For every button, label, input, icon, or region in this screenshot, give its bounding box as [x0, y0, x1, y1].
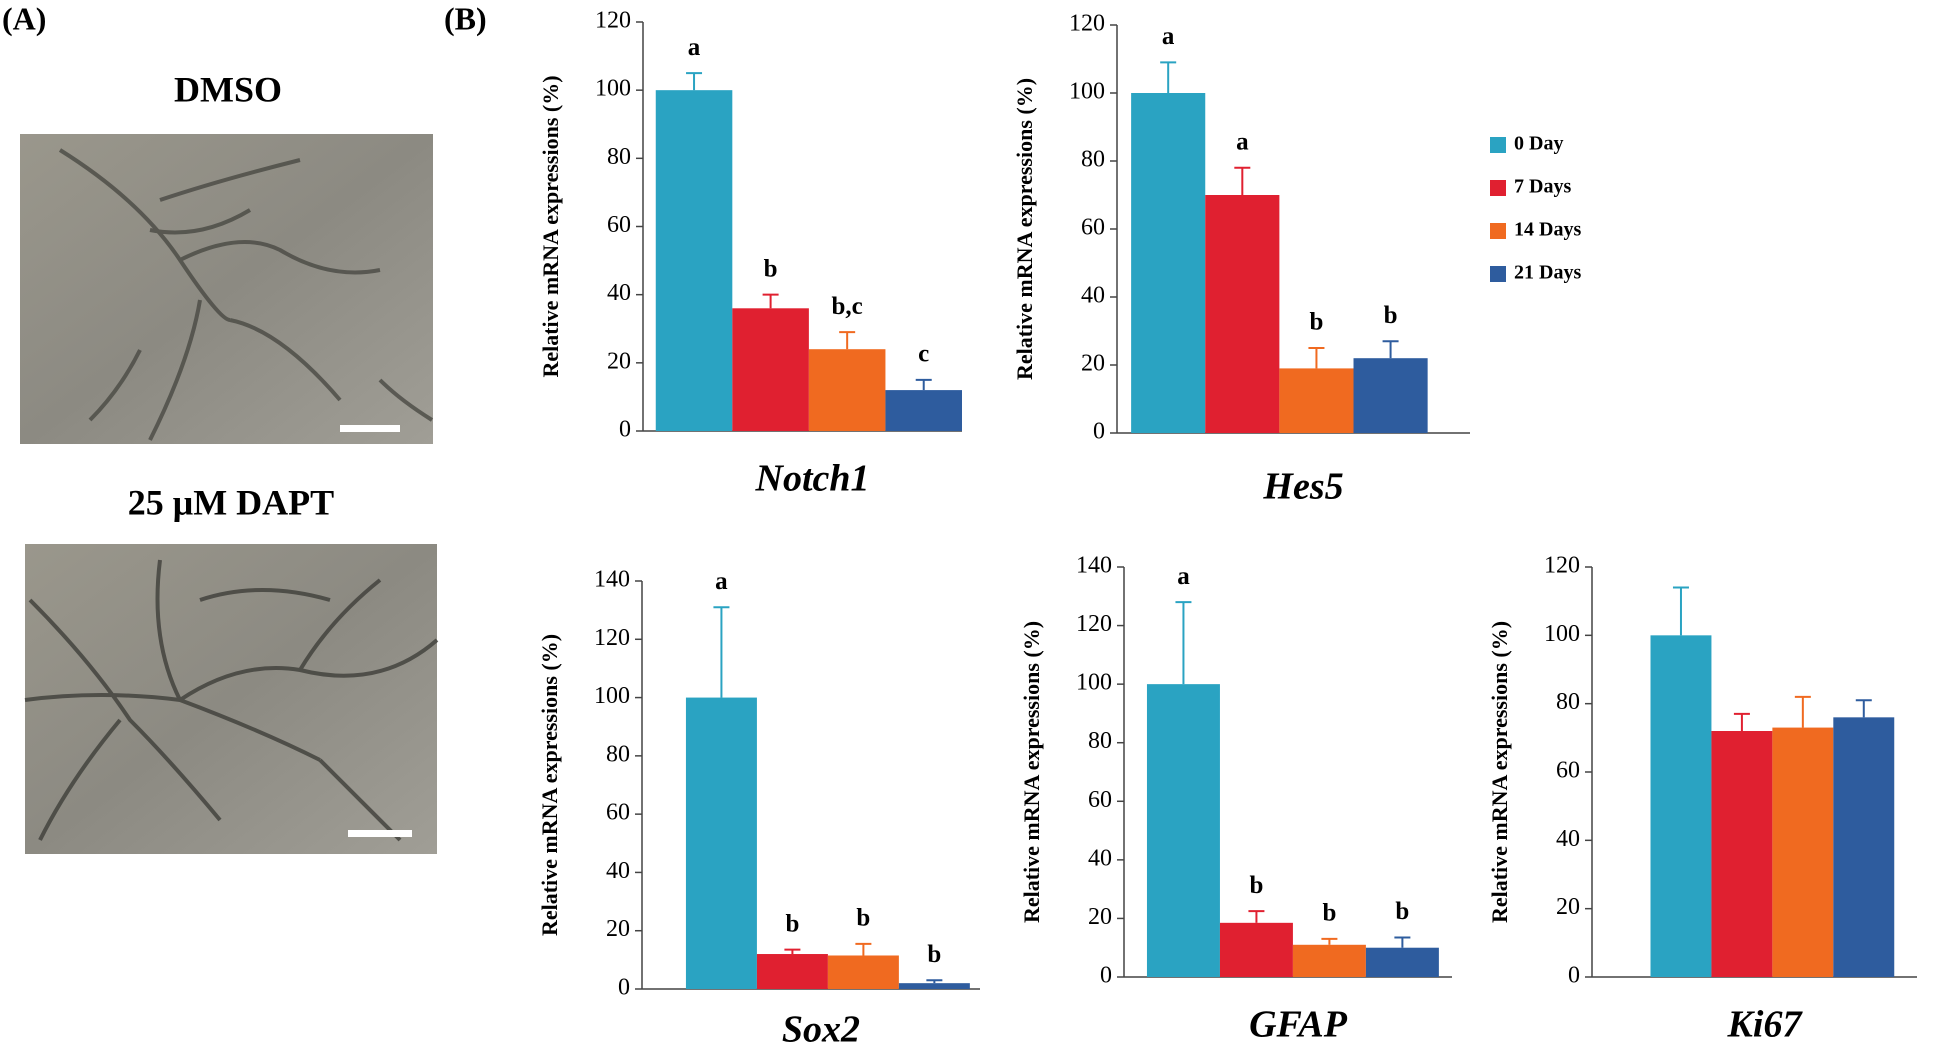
bar: [808, 349, 886, 431]
y-axis-label: Relative mRNA expressions (%): [1019, 621, 1044, 923]
y-tick-label: 80: [1081, 147, 1105, 173]
y-tick-label: 60: [1081, 215, 1105, 241]
legend-swatch: [1490, 137, 1506, 153]
y-tick-label: 0: [1100, 963, 1112, 989]
bar: [756, 954, 828, 989]
bar: [1131, 93, 1206, 433]
chart-title: Hes5: [1262, 466, 1343, 508]
y-tick-label: 20: [1081, 351, 1105, 377]
bar: [1353, 358, 1428, 433]
significance-label: a: [688, 34, 701, 61]
significance-label: b: [764, 255, 778, 282]
legend-swatch: [1490, 180, 1506, 196]
bar: [1365, 947, 1439, 977]
chart-title: Ki67: [1727, 1004, 1804, 1046]
legend-swatch: [1490, 223, 1506, 239]
y-tick-label: 80: [607, 144, 631, 170]
significance-label: b: [1249, 872, 1263, 899]
panel-label: (A): [2, 0, 46, 36]
bar: [1711, 731, 1773, 977]
y-tick-label: 120: [1076, 611, 1112, 637]
significance-label: a: [715, 568, 728, 595]
bar: [1292, 944, 1366, 977]
legend-swatch: [1490, 266, 1506, 282]
y-axis-label: Relative mRNA expressions (%): [538, 75, 563, 377]
y-tick-label: 20: [606, 916, 630, 942]
y-tick-label: 120: [594, 625, 630, 651]
legend-label: 7 Days: [1514, 176, 1571, 198]
y-tick-label: 80: [606, 741, 630, 767]
y-tick-label: 100: [1069, 79, 1105, 105]
significance-label: b: [856, 905, 870, 932]
panel-label: (B): [444, 0, 487, 36]
y-tick-label: 100: [594, 683, 630, 709]
y-tick-label: 60: [607, 212, 631, 238]
bar: [1219, 922, 1293, 977]
y-tick-label: 0: [618, 975, 630, 1001]
significance-label: a: [1162, 23, 1175, 50]
bar: [1279, 368, 1354, 433]
y-tick-label: 20: [607, 348, 631, 374]
bar: [827, 955, 899, 989]
y-tick-label: 100: [1544, 621, 1580, 647]
y-tick-label: 60: [1088, 787, 1112, 813]
bar: [1146, 684, 1220, 977]
micrograph: [24, 544, 439, 854]
bar: [885, 390, 962, 431]
y-tick-label: 0: [1568, 963, 1580, 989]
bar: [898, 983, 970, 989]
y-tick-label: 0: [1093, 419, 1105, 445]
y-tick-label: 80: [1088, 728, 1112, 754]
bar: [655, 90, 733, 432]
y-tick-label: 100: [595, 76, 631, 102]
y-tick-label: 140: [594, 567, 630, 593]
bar: [1772, 727, 1834, 977]
significance-label: b: [785, 910, 799, 937]
y-tick-label: 140: [1076, 553, 1112, 579]
bar: [685, 697, 757, 989]
chart-title: GFAP: [1249, 1004, 1348, 1046]
image-label: DMSO: [174, 69, 282, 109]
y-axis-label: Relative mRNA expressions (%): [1012, 78, 1037, 380]
chart-title: Notch1: [755, 458, 870, 500]
significance-label: b: [1309, 309, 1323, 336]
y-tick-label: 40: [607, 280, 631, 306]
significance-label: c: [918, 341, 929, 368]
micrograph: [20, 134, 434, 444]
legend-label: 21 Days: [1514, 262, 1581, 284]
bar: [732, 308, 809, 431]
significance-label: b: [927, 941, 941, 968]
y-tick-label: 20: [1556, 894, 1580, 920]
significance-label: b: [1322, 900, 1336, 927]
y-tick-label: 120: [1069, 11, 1105, 37]
y-axis-label: Relative mRNA expressions (%): [537, 634, 562, 936]
image-label: 25 μM DAPT: [128, 482, 334, 522]
y-tick-label: 40: [1556, 826, 1580, 852]
y-axis-label: Relative mRNA expressions (%): [1487, 621, 1512, 923]
legend-label: 0 Day: [1514, 133, 1563, 155]
legend-label: 14 Days: [1514, 219, 1581, 241]
y-tick-label: 60: [606, 800, 630, 826]
y-tick-label: 120: [1544, 553, 1580, 579]
chart-title: Sox2: [782, 1009, 860, 1051]
y-tick-label: 60: [1556, 758, 1580, 784]
significance-label: b: [1384, 302, 1398, 329]
y-tick-label: 40: [606, 858, 630, 884]
bar: [1650, 635, 1712, 977]
y-tick-label: 0: [619, 417, 631, 443]
y-tick-label: 80: [1556, 689, 1580, 715]
y-tick-label: 40: [1081, 283, 1105, 309]
y-tick-label: 100: [1076, 670, 1112, 696]
y-tick-label: 20: [1088, 904, 1112, 930]
bar: [1205, 195, 1280, 433]
y-tick-label: 120: [595, 8, 631, 34]
significance-label: a: [1236, 129, 1249, 156]
significance-label: b: [1395, 898, 1409, 925]
bar: [1833, 717, 1895, 977]
y-tick-label: 40: [1088, 845, 1112, 871]
significance-label: a: [1177, 563, 1190, 590]
significance-label: b,c: [832, 293, 863, 320]
